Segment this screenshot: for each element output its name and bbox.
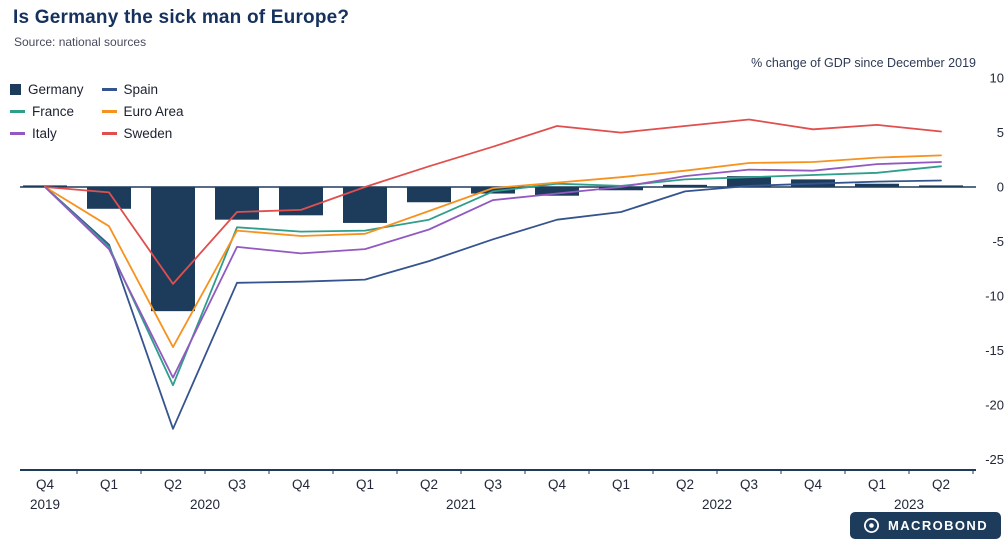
x-tick-label: Q2 [676, 477, 694, 492]
year-label: 2023 [894, 497, 924, 512]
x-tick-label: Q2 [420, 477, 438, 492]
legend-item-france: France [10, 104, 84, 119]
germany-bar [663, 184, 707, 187]
legend-item-spain: Spain [101, 82, 184, 97]
macrobond-logo: MACROBOND [850, 512, 1001, 539]
euro-area-line [44, 154, 942, 349]
legend-label: Sweden [123, 126, 173, 141]
y-tick-label: 10 [990, 71, 1004, 86]
germany-bar [855, 183, 899, 187]
year-label: 2021 [446, 497, 476, 512]
x-tick-label: Q4 [36, 477, 55, 492]
year-label: 2020 [190, 497, 220, 512]
macrobond-circle-icon [864, 518, 880, 533]
germany-bar [151, 187, 195, 312]
legend-line-swatch-icon [101, 132, 117, 135]
source-note: Source: national sources [14, 35, 147, 49]
germany-bar [599, 187, 643, 191]
sweden-line [44, 118, 942, 285]
legend-line-swatch-icon [101, 110, 117, 113]
x-tick-label: Q2 [932, 477, 950, 492]
y-tick-label: 5 [997, 125, 1004, 140]
germany-bar [215, 187, 259, 220]
legend-bar-swatch-icon [10, 84, 21, 95]
y-tick-label: -20 [985, 397, 1004, 412]
x-tick-label: Q4 [292, 477, 311, 492]
y-tick-label: -15 [985, 343, 1004, 358]
germany-bar [919, 185, 963, 187]
x-tick-label: Q3 [740, 477, 758, 492]
legend-line-swatch-icon [10, 110, 25, 113]
chart-legend: Germany Spain France Euro Area Italy Sweden [10, 82, 184, 141]
x-tick-label: Q1 [100, 477, 118, 492]
legend-item-italy: Italy [10, 126, 84, 141]
germany-bar [535, 187, 579, 196]
year-label: 2019 [30, 497, 60, 512]
legend-line-swatch-icon [101, 88, 117, 91]
italy-line [44, 161, 942, 379]
x-tick-label: Q1 [612, 477, 630, 492]
y-tick-label: -5 [992, 234, 1004, 249]
y-tick-label: -10 [985, 288, 1004, 303]
page-title: Is Germany the sick man of Europe? [13, 7, 350, 28]
x-tick-label: Q2 [164, 477, 182, 492]
legend-label: France [32, 104, 75, 119]
germany-bar [471, 187, 515, 194]
x-tick-label: Q3 [484, 477, 502, 492]
x-tick-label: Q4 [804, 477, 823, 492]
germany-bar [87, 187, 131, 209]
legend-label: Germany [28, 82, 84, 97]
x-tick-label: Q3 [228, 477, 246, 492]
y-tick-label: 0 [997, 180, 1004, 195]
legend-item-sweden: Sweden [101, 126, 184, 141]
spain-line [44, 179, 942, 430]
x-tick-label: Q4 [548, 477, 567, 492]
germany-bar [727, 176, 771, 187]
legend-label: Spain [123, 82, 159, 97]
x-tick-label: Q1 [356, 477, 374, 492]
year-label: 2022 [702, 497, 732, 512]
legend-line-swatch-icon [10, 132, 25, 135]
legend-label: Euro Area [123, 104, 184, 119]
macrobond-logo-text: MACROBOND [888, 518, 988, 533]
legend-label: Italy [32, 126, 57, 141]
legend-item-germany: Germany [10, 82, 84, 97]
y-axis-note: % change of GDP since December 2019 [751, 56, 976, 70]
y-tick-label: -25 [985, 452, 1004, 467]
germany-bar [407, 187, 451, 203]
x-tick-label: Q1 [868, 477, 886, 492]
legend-item-euro-area: Euro Area [101, 104, 184, 119]
